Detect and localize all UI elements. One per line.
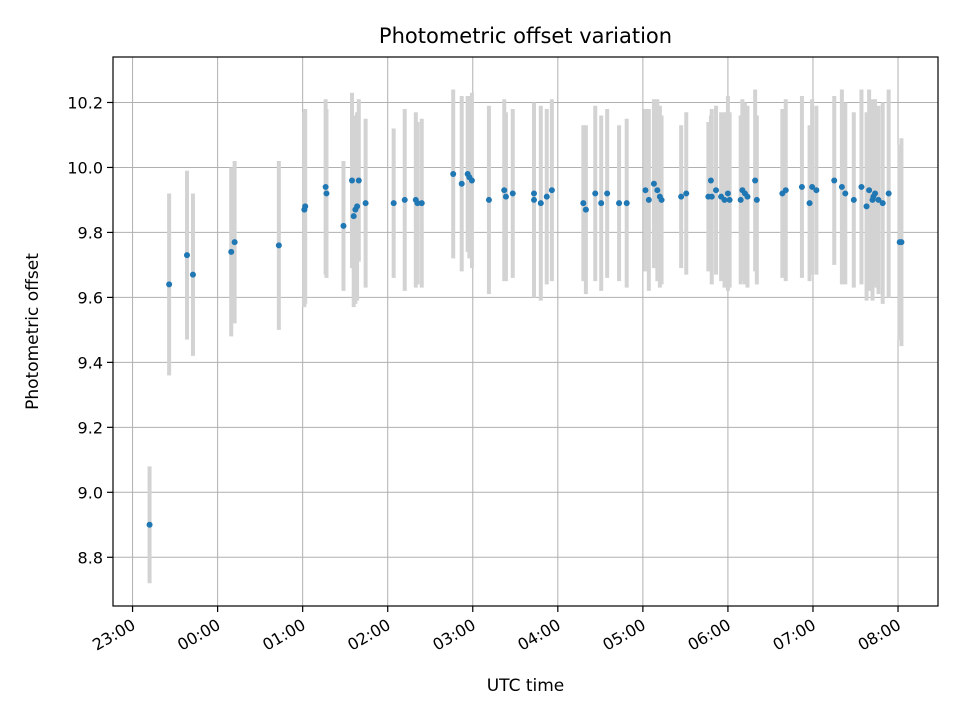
data-point <box>879 200 886 207</box>
data-point <box>582 206 589 213</box>
data-point <box>885 190 892 197</box>
data-point <box>537 200 544 207</box>
data-point <box>737 196 744 203</box>
data-point <box>616 200 623 207</box>
data-points <box>146 170 905 528</box>
data-point <box>838 183 845 190</box>
y-axis: 8.8 9.0 9.2 9.4 9.6 9.8 10.0 10.2 <box>67 93 113 567</box>
data-point <box>863 203 870 210</box>
y-tick-label: 9.8 <box>78 223 103 242</box>
data-point <box>875 196 882 203</box>
data-point <box>348 177 355 184</box>
data-point <box>598 200 605 207</box>
data-point <box>401 196 408 203</box>
data-point <box>782 187 789 194</box>
data-point <box>850 196 857 203</box>
data-point <box>501 187 508 194</box>
data-point <box>468 177 475 184</box>
data-point <box>654 187 661 194</box>
data-point <box>658 196 665 203</box>
data-point <box>458 180 465 187</box>
data-point <box>678 193 685 200</box>
data-point <box>362 200 369 207</box>
data-point <box>485 196 492 203</box>
data-point <box>872 190 879 197</box>
data-point <box>502 193 509 200</box>
data-point <box>275 242 282 249</box>
plot-frame <box>112 56 939 607</box>
data-point <box>806 200 813 207</box>
data-point <box>721 196 728 203</box>
data-point <box>509 190 516 197</box>
y-tick-label: 9.0 <box>78 483 103 502</box>
data-point <box>809 183 816 190</box>
data-point <box>708 193 715 200</box>
data-point <box>580 200 587 207</box>
data-point <box>414 200 421 207</box>
data-point <box>724 190 731 197</box>
y-tick-label: 10.2 <box>67 93 103 112</box>
y-tick-label: 9.6 <box>78 288 103 307</box>
data-point <box>831 177 838 184</box>
data-point <box>531 196 538 203</box>
data-point <box>183 252 190 259</box>
data-point <box>418 200 425 207</box>
data-point <box>543 193 550 200</box>
data-point <box>146 521 153 528</box>
y-tick-label: 9.4 <box>78 353 103 372</box>
data-point <box>642 187 649 194</box>
data-point <box>340 222 347 229</box>
data-point <box>650 180 657 187</box>
data-point <box>866 187 873 194</box>
data-point <box>858 183 865 190</box>
data-point <box>548 187 555 194</box>
y-tick-label: 8.8 <box>78 548 103 567</box>
data-point <box>592 190 599 197</box>
data-point <box>390 200 397 207</box>
data-point <box>355 177 362 184</box>
data-point <box>645 196 652 203</box>
data-point <box>898 239 905 246</box>
data-point <box>531 190 538 197</box>
data-point <box>450 170 457 177</box>
data-point <box>350 213 357 220</box>
y-tick-label: 10.0 <box>67 158 103 177</box>
data-point <box>604 190 611 197</box>
data-point <box>744 193 751 200</box>
y-tick-label: 9.2 <box>78 418 103 437</box>
data-point <box>798 183 805 190</box>
data-point <box>302 203 309 210</box>
data-point <box>752 177 759 184</box>
data-point <box>228 248 235 255</box>
data-point <box>322 183 329 190</box>
x-axis-title: UTC time <box>487 676 565 696</box>
y-axis-title: Photometric offset <box>23 253 43 410</box>
chart-title: Photometric offset variation <box>379 24 672 48</box>
data-point <box>753 196 760 203</box>
data-point <box>323 190 330 197</box>
data-point <box>623 200 630 207</box>
data-point <box>842 190 849 197</box>
data-point <box>683 190 690 197</box>
data-point <box>707 177 714 184</box>
data-point <box>166 281 173 288</box>
data-point <box>713 187 720 194</box>
data-point <box>354 203 361 210</box>
data-point <box>726 196 733 203</box>
data-point <box>189 271 196 278</box>
data-point <box>813 187 820 194</box>
data-point <box>231 239 238 246</box>
